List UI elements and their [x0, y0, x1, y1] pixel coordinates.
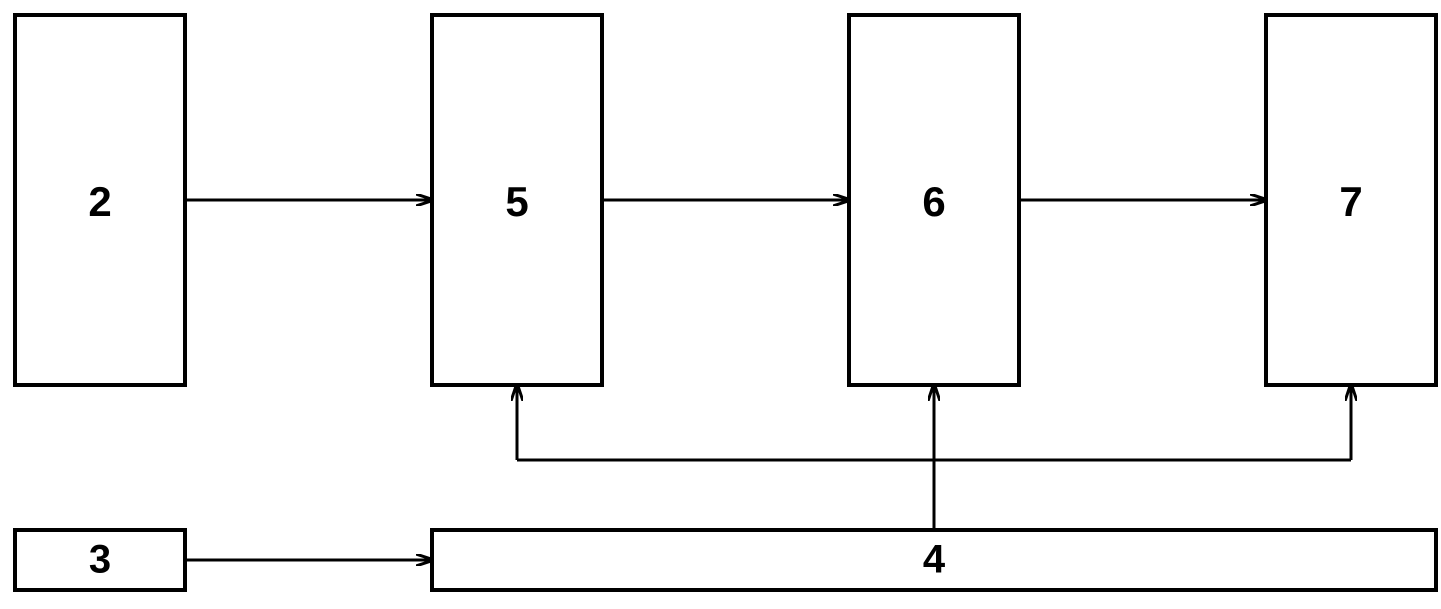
node-n5: 5	[432, 15, 602, 385]
nodes-layer: 2 5 6 7 3 4	[15, 15, 1436, 590]
node-n3: 3	[15, 530, 185, 590]
node-n7: 7	[1266, 15, 1436, 385]
edges-layer	[185, 200, 1351, 560]
node-label-n2: 2	[88, 178, 111, 225]
node-n2: 2	[15, 15, 185, 385]
node-n4: 4	[432, 530, 1436, 590]
node-label-n7: 7	[1339, 178, 1362, 225]
node-label-n5: 5	[505, 178, 528, 225]
flowchart-canvas: 2 5 6 7 3 4	[0, 0, 1441, 609]
node-label-n3: 3	[89, 538, 111, 582]
node-n6: 6	[849, 15, 1019, 385]
node-label-n6: 6	[922, 178, 945, 225]
node-label-n4: 4	[923, 538, 946, 582]
